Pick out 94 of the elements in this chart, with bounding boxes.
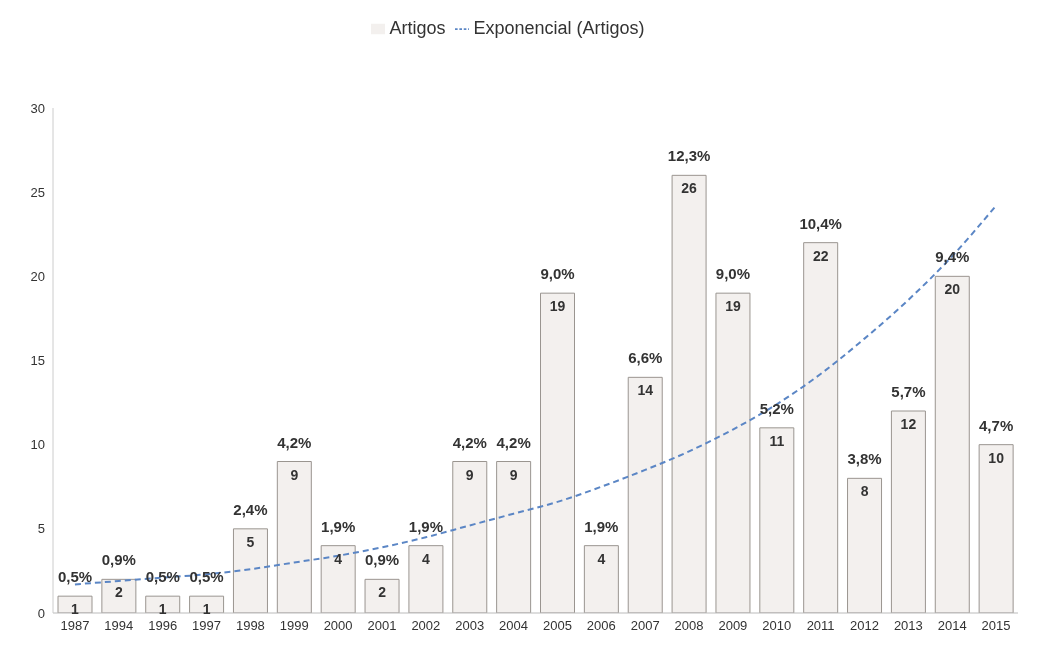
bar xyxy=(101,578,137,613)
y-tick-label: 0 xyxy=(37,605,45,621)
bar xyxy=(583,545,619,613)
x-tick-label: 2004 xyxy=(499,618,529,634)
legend-label: Exponencial (Artigos) xyxy=(473,18,645,38)
bar xyxy=(364,578,400,613)
data-label: 14 xyxy=(637,382,654,399)
x-tick-label: 2003 xyxy=(455,618,485,634)
annotation: 5,2% xyxy=(759,399,794,417)
annotation: 12,3% xyxy=(667,147,711,165)
bar xyxy=(890,410,926,613)
x-tick-label: 2007 xyxy=(630,618,660,634)
data-label: 19 xyxy=(549,298,566,315)
data-label: 1 xyxy=(158,601,167,618)
bar xyxy=(57,595,93,613)
data-label: 12 xyxy=(900,416,917,432)
bar xyxy=(759,427,795,613)
annotation: 0,9% xyxy=(101,551,136,569)
data-label: 5 xyxy=(246,533,255,550)
bar xyxy=(452,461,488,613)
bar xyxy=(232,528,268,613)
x-tick-label: 2006 xyxy=(586,618,616,634)
y-tick-label: 5 xyxy=(37,521,45,537)
bar xyxy=(715,292,751,613)
annotation: 0,9% xyxy=(364,551,400,569)
annotation: 0,5% xyxy=(145,568,180,586)
data-label: 20 xyxy=(944,281,961,298)
data-label: 19 xyxy=(725,298,741,315)
y-tick-label: 20 xyxy=(30,268,45,284)
bar xyxy=(627,376,663,613)
data-label: 22 xyxy=(812,247,829,264)
annotation: 2,4% xyxy=(233,500,268,518)
x-tick-label: 1997 xyxy=(192,618,221,634)
bar xyxy=(320,545,356,613)
data-label: 26 xyxy=(681,180,698,197)
x-tick-label: 1998 xyxy=(235,618,265,634)
x-tick-label: 2000 xyxy=(323,618,353,634)
annotation: 1,9% xyxy=(408,517,444,535)
data-label: 9 xyxy=(290,466,299,483)
x-tick-label: 2009 xyxy=(718,618,748,634)
data-label: 1 xyxy=(71,601,80,618)
annotation: 4,2% xyxy=(496,433,531,451)
x-tick-label: 2001 xyxy=(367,618,397,634)
annotation: 6,6% xyxy=(628,349,663,367)
annotation: 9,0% xyxy=(540,265,575,283)
y-tick-label: 10 xyxy=(30,437,45,453)
annotation: 3,8% xyxy=(847,450,882,468)
data-label: 11 xyxy=(769,432,785,449)
annotation: 10,4% xyxy=(799,214,842,232)
bar xyxy=(847,477,883,613)
x-tick-label: 1999 xyxy=(279,618,309,634)
bar xyxy=(540,292,575,613)
annotation: 0,5% xyxy=(57,568,93,586)
x-tick-label: 2012 xyxy=(850,618,879,634)
bar xyxy=(276,461,312,613)
x-tick-label: 2008 xyxy=(674,618,704,634)
x-tick-label: 2011 xyxy=(806,618,835,634)
x-tick-label: 2014 xyxy=(937,618,967,634)
annotation: 9,4% xyxy=(935,248,970,266)
bar xyxy=(496,461,532,613)
y-tick-label: 25 xyxy=(30,184,45,200)
x-tick-label: 2010 xyxy=(762,618,792,634)
bar xyxy=(803,242,839,613)
annotation: 1,9% xyxy=(321,517,356,535)
data-label: 1 xyxy=(202,601,211,618)
annotation: 4,2% xyxy=(452,433,487,451)
bar xyxy=(934,275,970,613)
data-label: 4 xyxy=(597,550,606,567)
x-tick-label: 2005 xyxy=(542,618,572,634)
data-label: 10 xyxy=(988,449,1005,466)
annotation: 4,2% xyxy=(277,433,312,451)
data-label: 9 xyxy=(509,466,518,483)
data-label: 9 xyxy=(465,466,474,483)
x-tick-label: 2015 xyxy=(981,618,1011,634)
x-tick-label: 1987 xyxy=(60,618,90,634)
annotation: 5,7% xyxy=(891,383,926,400)
legend-label: Artigos xyxy=(389,18,446,38)
bar xyxy=(671,174,707,613)
y-tick-label: 30 xyxy=(30,100,45,116)
data-label: 2 xyxy=(378,584,387,601)
data-label: 8 xyxy=(860,483,869,500)
x-tick-label: 2002 xyxy=(411,618,441,634)
x-tick-label: 2013 xyxy=(893,618,923,634)
x-tick-label: 1996 xyxy=(148,618,178,634)
data-label: 4 xyxy=(422,550,431,567)
annotation: 9,0% xyxy=(715,265,751,283)
bar xyxy=(408,545,444,613)
bar xyxy=(978,444,1014,613)
x-tick-label: 1994 xyxy=(104,618,134,634)
data-label: 2 xyxy=(114,584,123,601)
annotation: 1,9% xyxy=(584,517,619,535)
y-tick-label: 15 xyxy=(30,353,45,369)
annotation: 0,5% xyxy=(189,568,224,586)
annotation: 4,7% xyxy=(979,416,1014,434)
